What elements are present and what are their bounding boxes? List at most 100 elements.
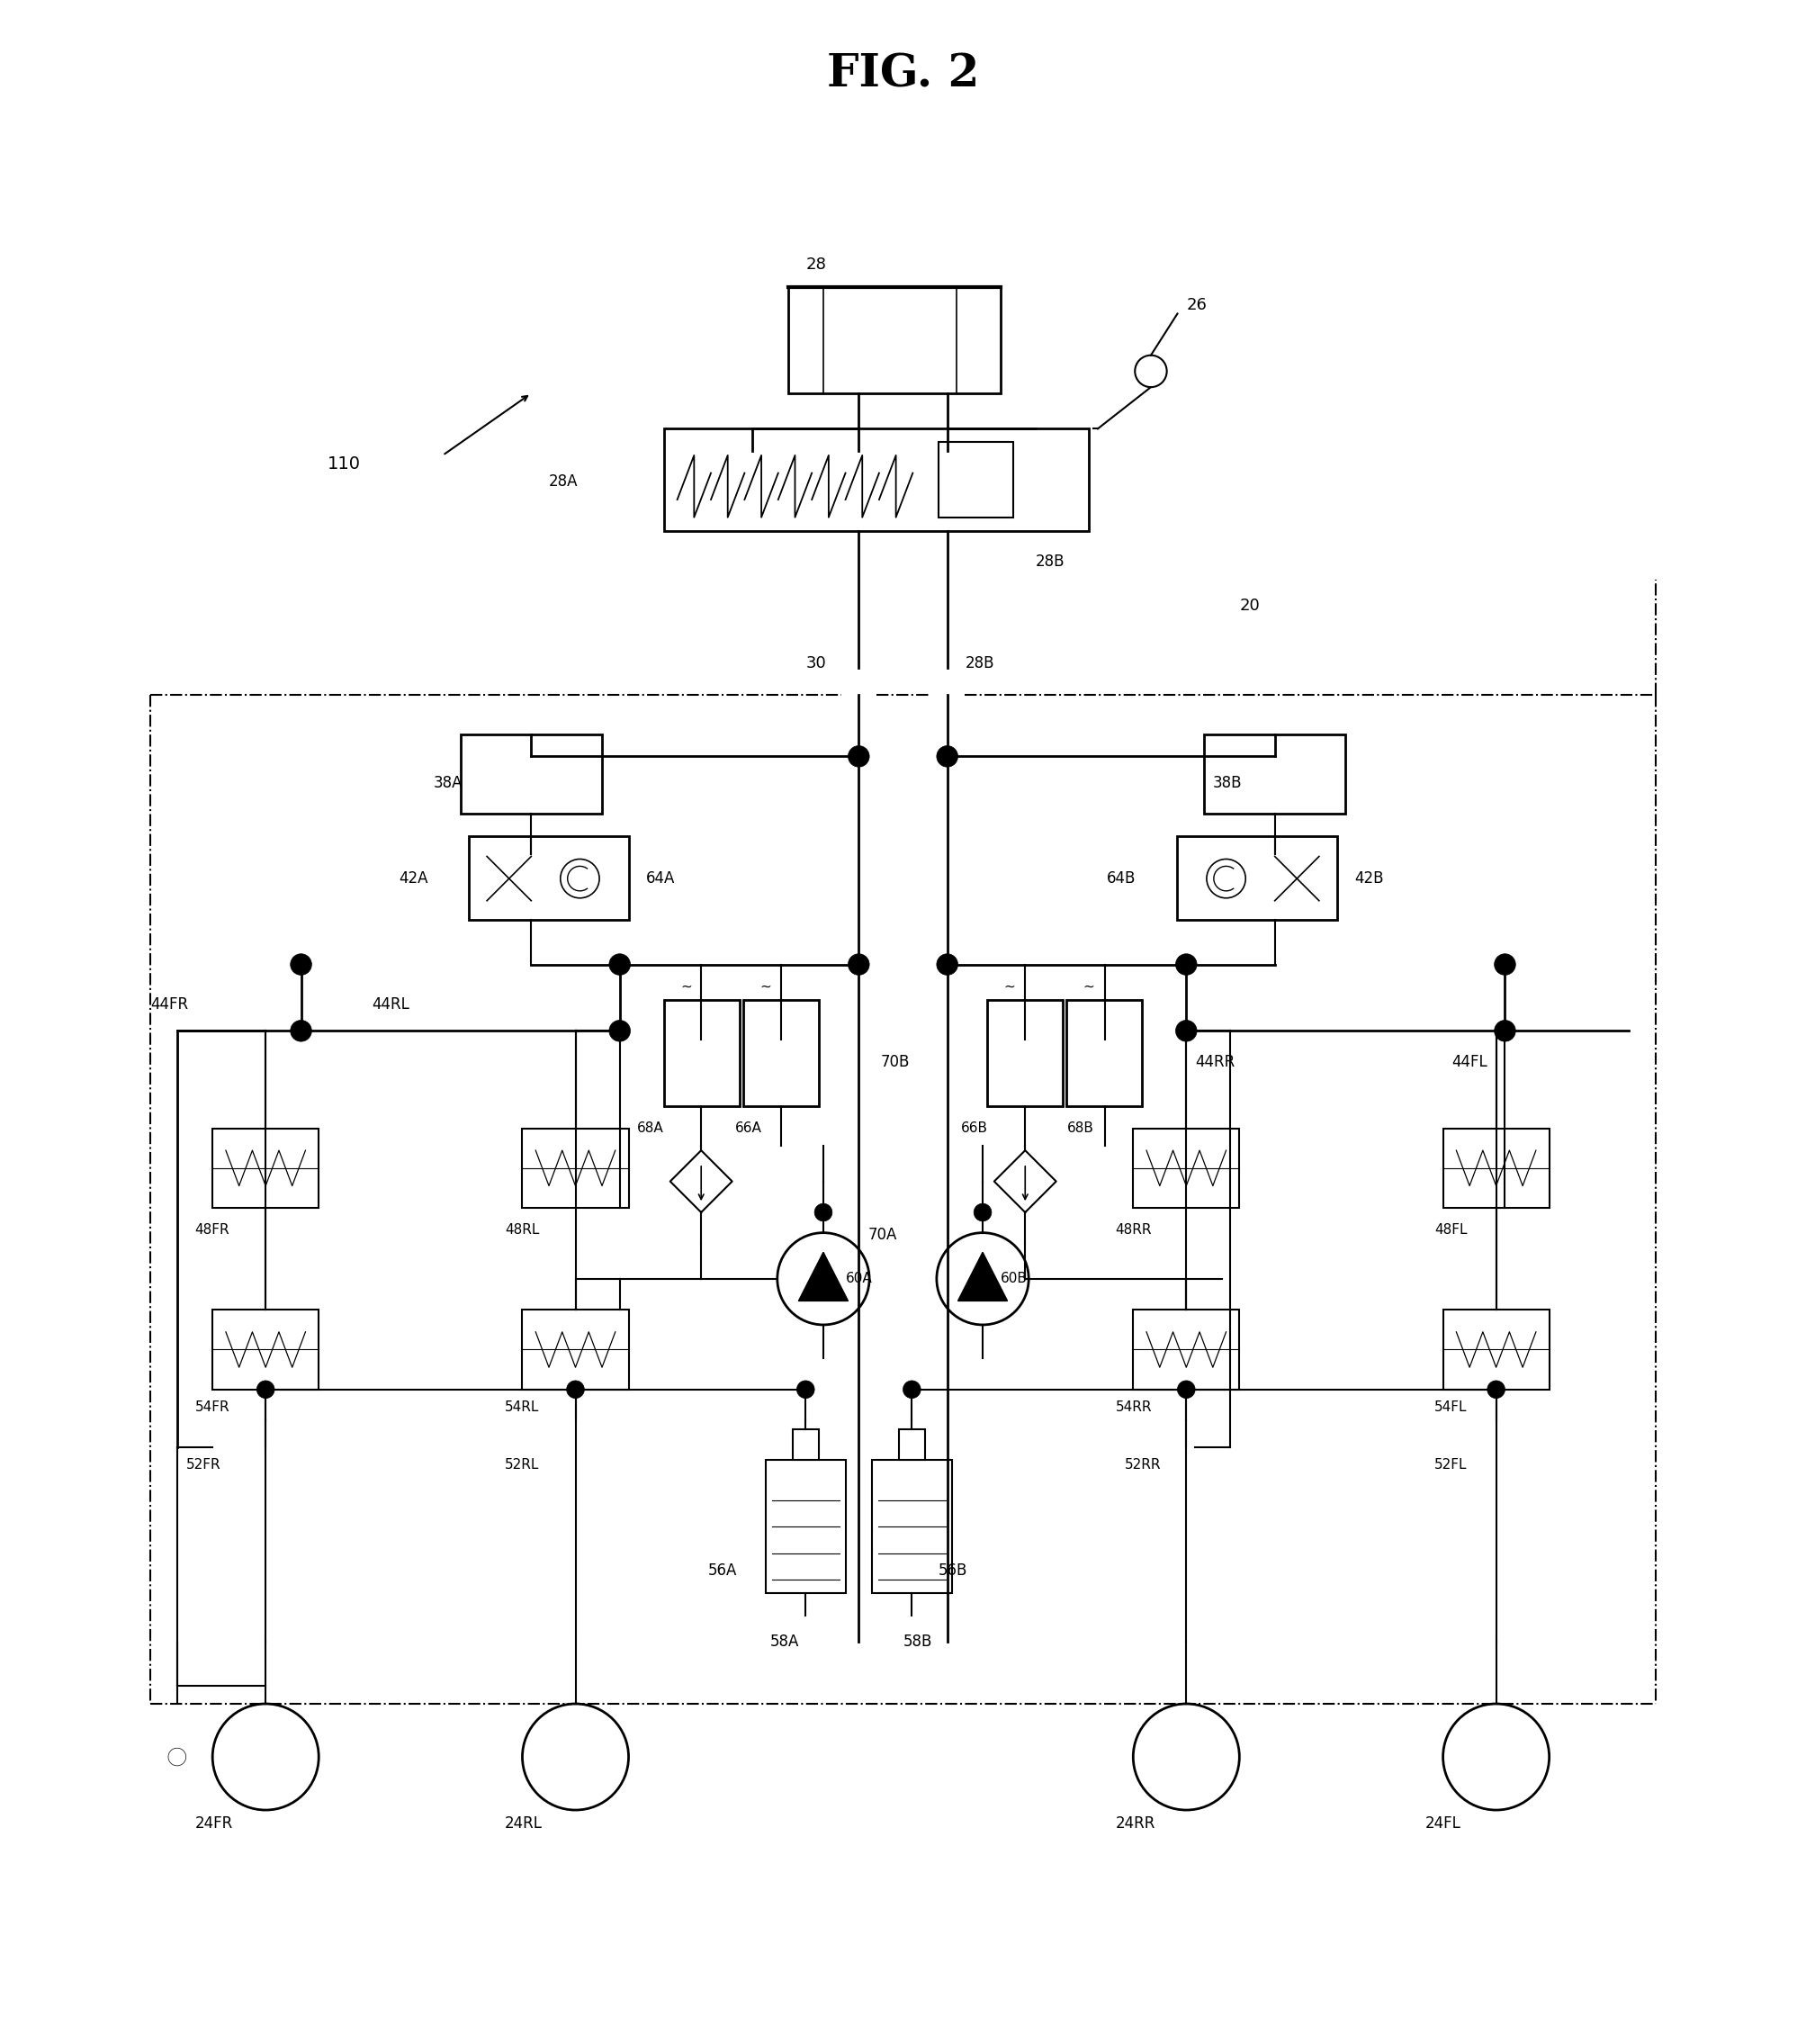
Bar bbox=[1132, 1128, 1239, 1208]
Text: 60A: 60A bbox=[845, 1271, 872, 1286]
Text: 70B: 70B bbox=[881, 1055, 910, 1069]
Text: 28B: 28B bbox=[1037, 554, 1066, 570]
Text: FIG. 2: FIG. 2 bbox=[827, 53, 979, 96]
Text: 28A: 28A bbox=[549, 474, 578, 491]
Bar bbox=[744, 1000, 818, 1106]
Text: 64A: 64A bbox=[647, 871, 675, 887]
Bar bbox=[872, 1459, 952, 1592]
Text: 52FR: 52FR bbox=[186, 1457, 220, 1472]
Circle shape bbox=[1132, 1705, 1239, 1811]
Circle shape bbox=[291, 1020, 312, 1042]
Text: 42A: 42A bbox=[399, 871, 428, 887]
Circle shape bbox=[849, 955, 869, 975]
Text: 54FR: 54FR bbox=[195, 1400, 229, 1414]
Text: 110: 110 bbox=[327, 456, 361, 472]
Bar bbox=[793, 1429, 818, 1459]
Bar bbox=[522, 1310, 628, 1390]
Circle shape bbox=[1488, 1380, 1504, 1398]
Text: 68B: 68B bbox=[1067, 1122, 1094, 1134]
Circle shape bbox=[1176, 955, 1197, 975]
Bar bbox=[988, 1000, 1062, 1106]
Text: 48FR: 48FR bbox=[195, 1222, 229, 1237]
Text: 52FL: 52FL bbox=[1434, 1457, 1466, 1472]
Circle shape bbox=[213, 1705, 318, 1811]
Text: 48RL: 48RL bbox=[504, 1222, 540, 1237]
Circle shape bbox=[1494, 1020, 1515, 1042]
Bar bbox=[1178, 836, 1336, 920]
Circle shape bbox=[256, 1380, 275, 1398]
Circle shape bbox=[1494, 955, 1515, 975]
Text: 68A: 68A bbox=[638, 1122, 665, 1134]
Bar bbox=[1132, 1310, 1239, 1390]
Text: 44FR: 44FR bbox=[150, 995, 188, 1012]
Circle shape bbox=[973, 1204, 991, 1220]
Bar bbox=[939, 442, 1013, 517]
Text: ~: ~ bbox=[1004, 979, 1015, 993]
Text: 44FL: 44FL bbox=[1452, 1055, 1488, 1069]
Text: ~: ~ bbox=[760, 979, 771, 993]
Text: 42B: 42B bbox=[1354, 871, 1383, 887]
Bar bbox=[766, 1459, 845, 1592]
Circle shape bbox=[1176, 1020, 1197, 1042]
Text: 24FR: 24FR bbox=[195, 1815, 233, 1831]
Circle shape bbox=[796, 1380, 815, 1398]
Circle shape bbox=[567, 1380, 585, 1398]
Circle shape bbox=[291, 955, 312, 975]
Bar bbox=[1067, 1000, 1141, 1106]
Text: 52RR: 52RR bbox=[1125, 1457, 1161, 1472]
Text: 54RL: 54RL bbox=[504, 1400, 540, 1414]
Text: 48FL: 48FL bbox=[1434, 1222, 1466, 1237]
Text: 24FL: 24FL bbox=[1425, 1815, 1461, 1831]
Text: ~: ~ bbox=[681, 979, 692, 993]
Text: 38B: 38B bbox=[1214, 775, 1243, 791]
Bar bbox=[470, 836, 628, 920]
Circle shape bbox=[168, 1748, 186, 1766]
Circle shape bbox=[777, 1233, 869, 1325]
Bar bbox=[522, 1128, 628, 1208]
Text: 44RL: 44RL bbox=[372, 995, 410, 1012]
Circle shape bbox=[1178, 1380, 1196, 1398]
Text: 56B: 56B bbox=[939, 1564, 968, 1580]
Text: 60B: 60B bbox=[1001, 1271, 1028, 1286]
Text: 54RR: 54RR bbox=[1116, 1400, 1152, 1414]
Bar bbox=[665, 1000, 739, 1106]
Circle shape bbox=[609, 955, 630, 975]
Text: 66B: 66B bbox=[961, 1122, 988, 1134]
Bar bbox=[665, 429, 1089, 531]
Circle shape bbox=[937, 955, 957, 975]
Text: 58B: 58B bbox=[903, 1633, 932, 1650]
Circle shape bbox=[522, 1705, 628, 1811]
Text: 70A: 70A bbox=[867, 1226, 898, 1243]
Circle shape bbox=[1443, 1705, 1550, 1811]
Text: 24RR: 24RR bbox=[1116, 1815, 1156, 1831]
Text: 52RL: 52RL bbox=[504, 1457, 540, 1472]
Text: 30: 30 bbox=[805, 656, 825, 672]
Bar bbox=[899, 1429, 925, 1459]
Polygon shape bbox=[798, 1253, 849, 1300]
Text: 38A: 38A bbox=[433, 775, 462, 791]
Text: 48RR: 48RR bbox=[1116, 1222, 1152, 1237]
Circle shape bbox=[815, 1204, 833, 1220]
Bar bbox=[461, 734, 601, 814]
Text: ~: ~ bbox=[1084, 979, 1094, 993]
Circle shape bbox=[849, 746, 869, 766]
Text: 28B: 28B bbox=[964, 656, 995, 672]
Circle shape bbox=[609, 1020, 630, 1042]
Polygon shape bbox=[957, 1253, 1008, 1300]
Circle shape bbox=[1206, 858, 1246, 897]
Text: 24RL: 24RL bbox=[504, 1815, 542, 1831]
Bar bbox=[1443, 1310, 1550, 1390]
Bar bbox=[1205, 734, 1345, 814]
Bar bbox=[787, 286, 1001, 392]
Text: 64B: 64B bbox=[1107, 871, 1136, 887]
Circle shape bbox=[937, 746, 957, 766]
Text: 26: 26 bbox=[1187, 296, 1206, 313]
Circle shape bbox=[1134, 356, 1167, 386]
Circle shape bbox=[560, 858, 600, 897]
Circle shape bbox=[903, 1380, 921, 1398]
Text: 56A: 56A bbox=[708, 1564, 737, 1580]
Circle shape bbox=[937, 1233, 1029, 1325]
Text: 66A: 66A bbox=[735, 1122, 762, 1134]
Bar bbox=[213, 1310, 318, 1390]
Text: 28: 28 bbox=[805, 258, 825, 274]
